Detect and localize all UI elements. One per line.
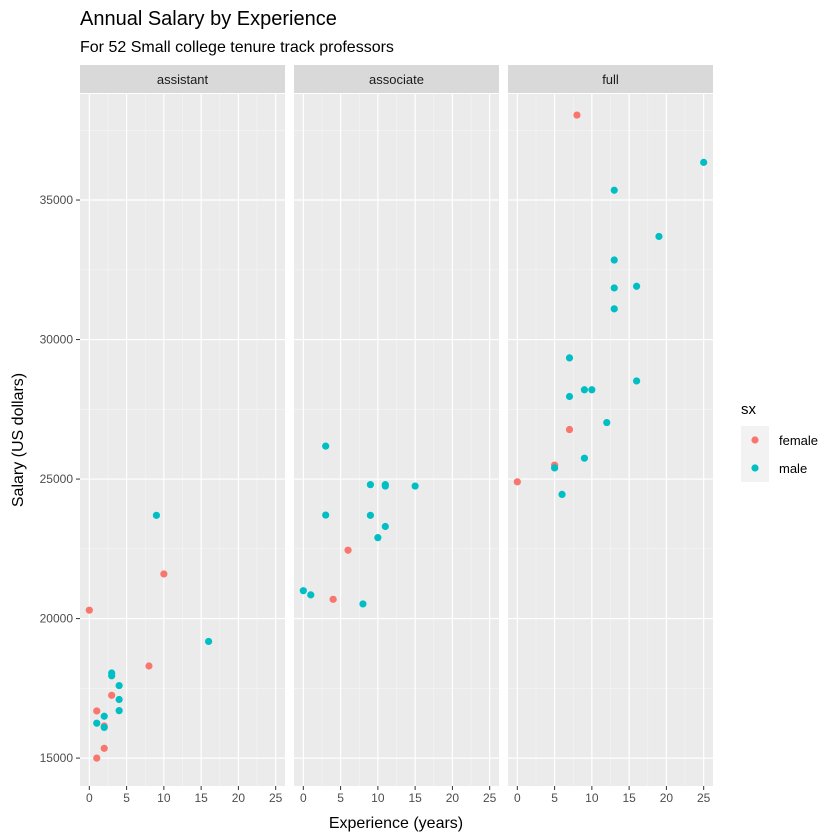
x-tick-label: 20 bbox=[446, 791, 460, 805]
data-point-male bbox=[322, 442, 330, 450]
data-point-male bbox=[152, 511, 161, 519]
data-point-male bbox=[100, 712, 108, 720]
data-point-female bbox=[145, 662, 153, 670]
y-tick-label: 30000 bbox=[40, 333, 74, 347]
x-tick-label: 0 bbox=[86, 791, 93, 805]
legend-label-male: male bbox=[779, 461, 807, 476]
data-point-male bbox=[374, 534, 382, 542]
x-tick-label: 0 bbox=[514, 791, 521, 805]
data-point-male bbox=[366, 481, 375, 489]
x-tick-label: 10 bbox=[585, 791, 599, 805]
facet-associate: associate 0 5 10 15 20 25 bbox=[294, 65, 499, 805]
data-point-female bbox=[93, 707, 101, 715]
legend-key-dot bbox=[751, 436, 759, 444]
data-point-male bbox=[411, 482, 419, 490]
y-tick-label: 15000 bbox=[40, 751, 74, 765]
y-tick-label: 25000 bbox=[40, 472, 74, 486]
x-tick-label: 25 bbox=[697, 791, 711, 805]
x-axis-title: Experience (years) bbox=[329, 815, 463, 832]
data-point-male bbox=[307, 591, 315, 599]
legend-label-female: female bbox=[779, 433, 818, 448]
data-point-male bbox=[580, 454, 589, 462]
data-point-male bbox=[580, 386, 589, 394]
data-point-male bbox=[108, 672, 116, 680]
data-point-male bbox=[565, 354, 574, 362]
x-tick-label: 20 bbox=[232, 791, 246, 805]
data-point-male bbox=[115, 681, 123, 690]
data-point-female bbox=[100, 744, 108, 752]
data-point-female bbox=[344, 546, 352, 554]
legend-title: sx bbox=[741, 401, 757, 418]
y-tick-label: 20000 bbox=[40, 612, 74, 626]
x-tick-label: 5 bbox=[337, 791, 344, 805]
facet-assistant: assistant 0 5 10 15 20 25 bbox=[80, 65, 285, 805]
data-point-male bbox=[381, 522, 389, 531]
data-point-male bbox=[610, 256, 618, 264]
x-tick-label: 10 bbox=[371, 791, 385, 805]
x-tick-label: 5 bbox=[123, 791, 130, 805]
legend-key-dot bbox=[751, 464, 759, 472]
x-tick-label: 25 bbox=[483, 791, 497, 805]
facet-strip bbox=[80, 65, 285, 93]
facet-panels: 15000 20000 25000 30000 35000 assistant 0 5 10 15… bbox=[40, 65, 713, 805]
data-point-male bbox=[565, 392, 574, 401]
data-point-male bbox=[93, 719, 101, 727]
x-tick-label: 15 bbox=[194, 791, 208, 805]
data-point-male bbox=[610, 186, 618, 194]
x-tick-label: 15 bbox=[622, 791, 636, 805]
data-point-female bbox=[85, 606, 93, 614]
data-point-male bbox=[359, 600, 367, 608]
data-point-male bbox=[588, 386, 596, 394]
data-point-female bbox=[93, 754, 101, 762]
data-point-female bbox=[108, 691, 116, 699]
x-tick-label: 0 bbox=[300, 791, 307, 805]
facet-strip bbox=[294, 65, 499, 93]
data-point-male bbox=[610, 305, 618, 313]
x-tick-label: 10 bbox=[157, 791, 171, 805]
data-point-male bbox=[100, 723, 108, 732]
data-point-male bbox=[558, 490, 566, 499]
facet-strip-label: associate bbox=[369, 72, 424, 87]
x-tick-label: 20 bbox=[660, 791, 674, 805]
facet-strip-label: full bbox=[602, 72, 619, 87]
data-point-male bbox=[115, 707, 123, 715]
x-tick-label: 15 bbox=[408, 791, 422, 805]
data-point-male bbox=[655, 232, 663, 241]
facet-strip-label: assistant bbox=[157, 72, 209, 87]
y-axis-title: Salary (US dollars) bbox=[10, 373, 27, 507]
data-point-male bbox=[632, 377, 641, 385]
x-tick-label: 5 bbox=[551, 791, 558, 805]
data-point-male bbox=[299, 587, 307, 595]
data-point-female bbox=[573, 111, 581, 119]
data-point-male bbox=[610, 284, 618, 292]
data-point-male bbox=[366, 511, 375, 519]
y-tick-label: 35000 bbox=[40, 193, 74, 207]
legend: sx female male bbox=[741, 401, 818, 482]
x-tick-label: 25 bbox=[269, 791, 283, 805]
data-point-male bbox=[322, 511, 330, 519]
data-point-male bbox=[603, 418, 611, 427]
data-point-male bbox=[550, 464, 559, 472]
data-point-female bbox=[565, 425, 574, 434]
data-point-female bbox=[329, 595, 337, 603]
facet-strip bbox=[508, 65, 713, 93]
data-point-male bbox=[700, 158, 708, 166]
chart-title: Annual Salary by Experience bbox=[80, 8, 337, 30]
data-point-male bbox=[115, 695, 123, 704]
facet-full: full 0 5 10 15 20 25 bbox=[508, 65, 713, 805]
data-point-female bbox=[160, 570, 168, 578]
data-point-male bbox=[204, 637, 213, 646]
data-point-male bbox=[381, 481, 389, 489]
chart-subtitle: For 52 Small college tenure track profes… bbox=[80, 39, 394, 56]
data-point-male bbox=[632, 282, 641, 290]
data-point-female bbox=[513, 478, 521, 486]
